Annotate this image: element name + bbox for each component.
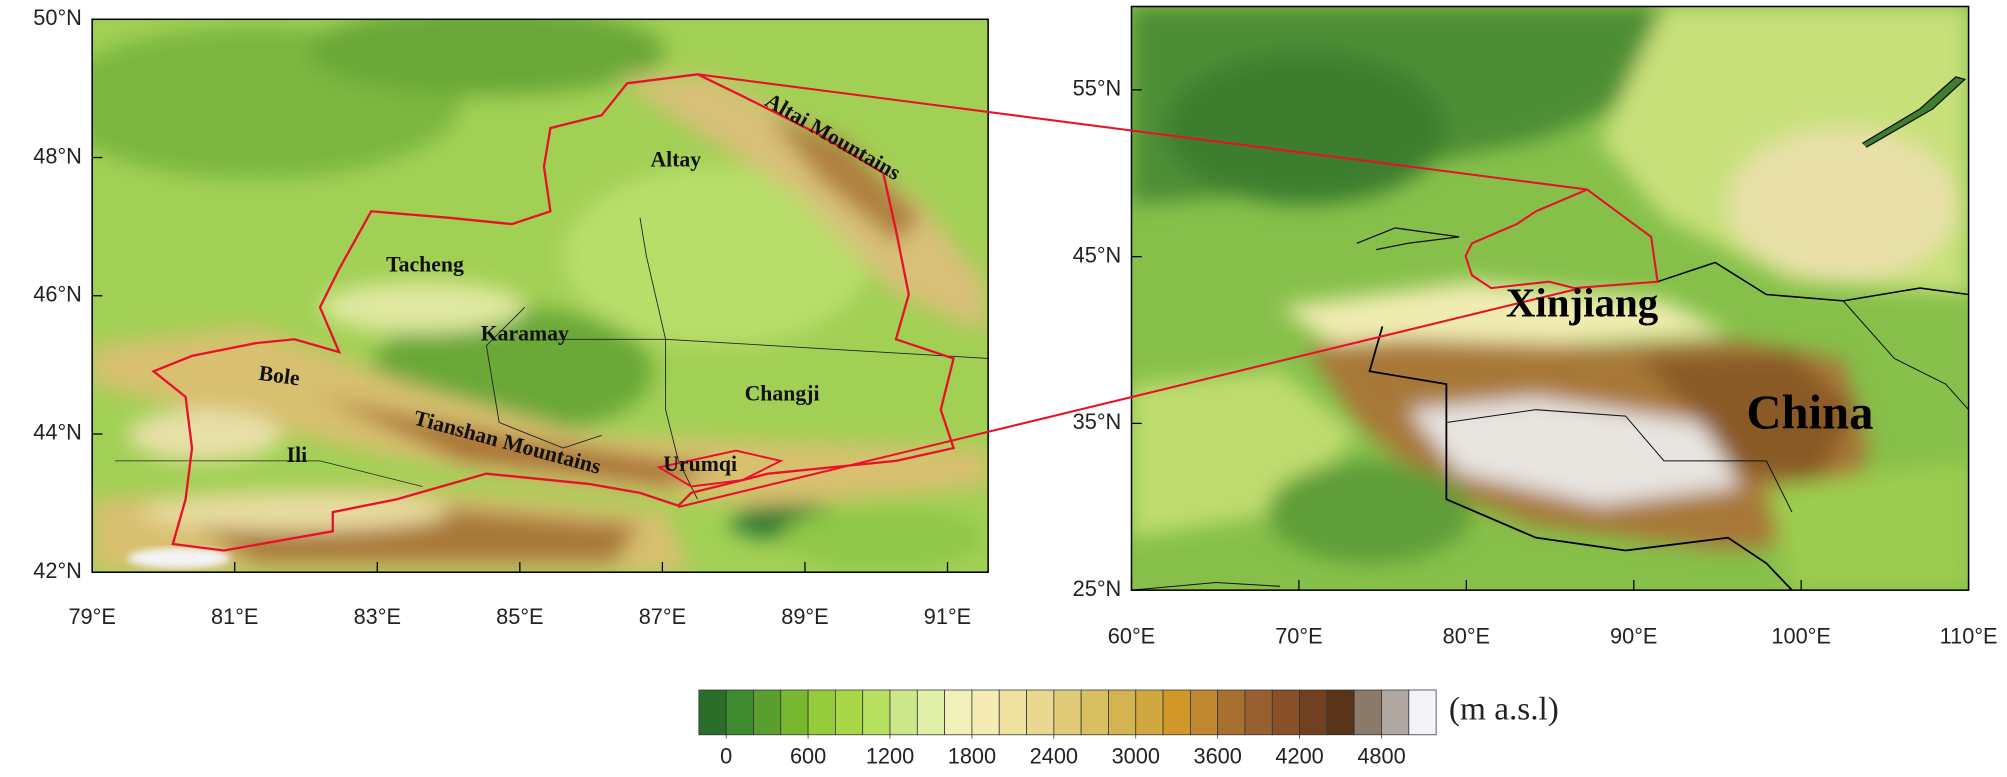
- right-frame: [1130, 5, 1970, 591]
- colorbar-box: [889, 689, 918, 736]
- colorbar-box: [1080, 689, 1109, 736]
- x-tick-label: 81°E: [211, 604, 258, 629]
- colorbar-tick-label: 2400: [1030, 744, 1078, 769]
- x-tick-label: 89°E: [781, 604, 828, 629]
- colorbar-box: [1135, 689, 1164, 736]
- place-label: Karamay: [481, 321, 569, 345]
- colorbar-tick-label: 4200: [1275, 744, 1323, 769]
- colorbar-tick-label: 1800: [948, 744, 996, 769]
- place-label: China: [1746, 386, 1873, 440]
- colorbar-box: [1053, 689, 1082, 736]
- colorbar-box: [1326, 689, 1355, 736]
- y-tick-label: 46°N: [33, 282, 82, 307]
- x-tick-label: 100°E: [1771, 623, 1831, 648]
- y-tick-label: 45°N: [1073, 242, 1122, 267]
- colorbar-box: [807, 689, 836, 736]
- x-tick-label: 80°E: [1443, 623, 1490, 648]
- colorbar-box: [753, 689, 782, 736]
- y-tick-label: 25°N: [1073, 576, 1122, 601]
- y-tick-label: 50°N: [33, 5, 82, 30]
- right-terrain: [1131, 6, 1969, 591]
- place-label: Tacheng: [386, 252, 464, 276]
- x-tick-label: 87°E: [639, 604, 686, 629]
- colorbar-box: [916, 689, 946, 736]
- y-tick-label: 42°N: [33, 558, 82, 583]
- colorbar-box: [1189, 689, 1219, 736]
- colorbar-tick-label: 1200: [866, 744, 914, 769]
- colorbar-box: [971, 689, 1000, 736]
- colorbar-box: [1408, 689, 1437, 736]
- colorbar-box: [1108, 689, 1137, 736]
- place-label: Altay: [650, 147, 701, 171]
- y-tick-label: 55°N: [1073, 76, 1122, 101]
- colorbar-tick-label: 0: [720, 744, 732, 769]
- connector-line: [678, 287, 1582, 508]
- colorbar-box: [725, 689, 754, 736]
- y-tick-label: 35°N: [1073, 409, 1122, 434]
- colorbar-box: [835, 689, 864, 736]
- colorbar-box: [998, 689, 1027, 736]
- place-label: Urumqi: [663, 452, 737, 476]
- colorbar-box: [1244, 689, 1273, 736]
- x-tick-label: 79°E: [68, 604, 115, 629]
- colorbar-tick-label: 3600: [1193, 744, 1241, 769]
- y-tick-label: 44°N: [33, 420, 82, 445]
- colorbar-box: [1271, 689, 1300, 736]
- y-tick-label: 48°N: [33, 143, 82, 168]
- x-tick-label: 83°E: [354, 604, 401, 629]
- colorbar-box: [1026, 689, 1055, 736]
- left-terrain: [92, 19, 989, 573]
- colorbar-box: [862, 689, 891, 736]
- colorbar-box: [944, 689, 973, 736]
- colorbar-tick-label: 3000: [1112, 744, 1160, 769]
- colorbar-box: [1162, 689, 1191, 736]
- connector-line: [697, 73, 1588, 191]
- place-label: Changji: [745, 382, 820, 406]
- colorbar-tick-label: 600: [790, 744, 826, 769]
- place-label: Bole: [257, 361, 301, 391]
- x-tick-label: 60°E: [1108, 623, 1155, 648]
- colorbar-box: [1217, 689, 1246, 736]
- place-label: Xinjiang: [1506, 281, 1659, 326]
- colorbar-box: [780, 689, 809, 736]
- colorbar-unit: (m a.s.l): [1449, 690, 1559, 727]
- colorbar-box: [1299, 689, 1328, 736]
- colorbar-box: [1353, 689, 1382, 736]
- x-tick-label: 70°E: [1275, 623, 1322, 648]
- colorbar-box: [1381, 689, 1410, 736]
- colorbar-tick-label: 4800: [1357, 744, 1405, 769]
- x-tick-label: 90°E: [1610, 623, 1657, 648]
- x-tick-label: 91°E: [924, 604, 971, 629]
- x-tick-label: 85°E: [496, 604, 543, 629]
- place-label: Ili: [287, 443, 308, 467]
- x-tick-label: 110°E: [1940, 623, 1998, 648]
- colorbar-box: [698, 689, 727, 736]
